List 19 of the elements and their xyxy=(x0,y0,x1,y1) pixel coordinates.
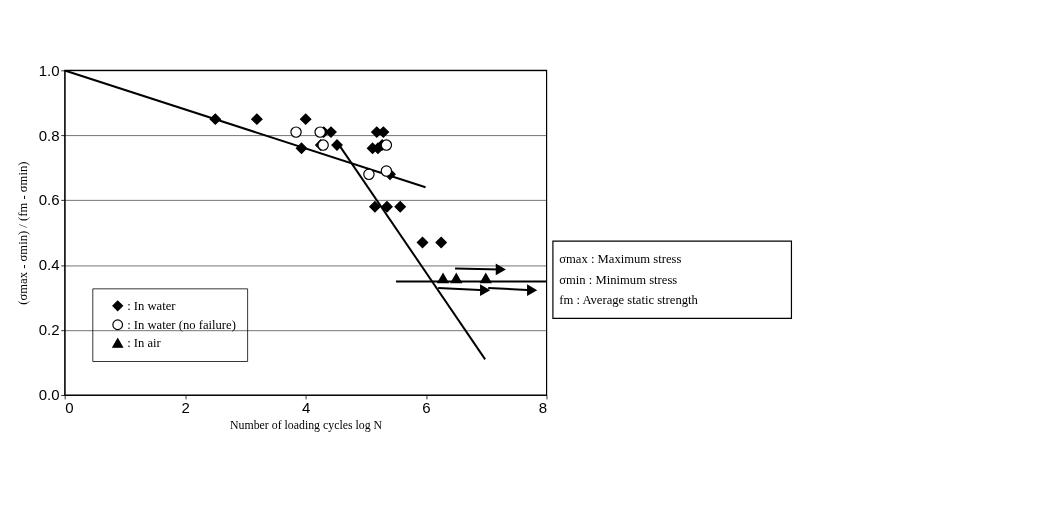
y-tick-label: 0.2 xyxy=(38,321,60,339)
legend-label: : In air xyxy=(127,335,162,350)
y-tick-label: 0.8 xyxy=(38,126,60,144)
y-axis-title: (σmax - σmin) / (fm - σmin) xyxy=(15,161,30,305)
text: σmax : Maximum stress xyxy=(559,252,682,267)
y-tick-label: 1.0 xyxy=(38,61,60,79)
text: fm : Average static strength xyxy=(559,293,699,308)
x-axis-title: Number of loading cycles log N xyxy=(230,417,383,432)
x-tick-label: 0 xyxy=(65,398,74,416)
text: σmin : Minimum stress xyxy=(559,272,678,287)
y-tick-label: 0.6 xyxy=(38,191,60,209)
y-tick-label: 0.4 xyxy=(38,256,60,274)
legend-label: : In water xyxy=(127,298,177,313)
legend-label: : In water (no failure) xyxy=(127,317,236,332)
x-tick-label: 2 xyxy=(181,398,190,416)
y-tick-label: 0.0 xyxy=(38,386,60,404)
x-tick-label: 6 xyxy=(422,398,431,416)
x-tick-label: 8 xyxy=(538,398,547,416)
x-tick-label: 4 xyxy=(301,398,311,416)
